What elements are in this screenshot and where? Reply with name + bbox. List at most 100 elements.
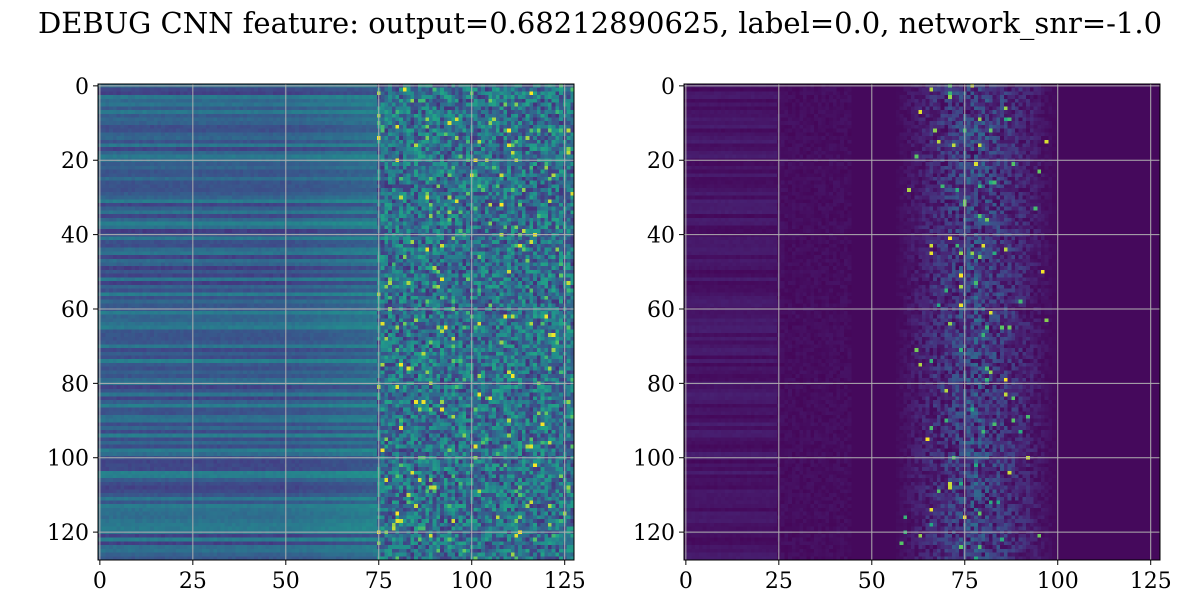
heatmap-cell	[399, 88, 403, 92]
heatmap-cell	[243, 181, 247, 185]
heatmap-cell	[418, 218, 422, 222]
heatmap-cell	[507, 147, 511, 151]
heatmap-cell	[537, 218, 541, 222]
heatmap-cell	[165, 162, 169, 166]
heatmap-cell	[291, 114, 295, 118]
heatmap-cell	[381, 177, 385, 181]
heatmap-cell	[392, 170, 396, 174]
heatmap-cell	[247, 140, 251, 144]
heatmap-cell	[206, 125, 210, 129]
heatmap-cell	[455, 181, 459, 185]
heatmap-cell	[161, 91, 165, 95]
heatmap-cell	[369, 222, 373, 226]
heatmap-cell	[537, 203, 541, 207]
heatmap-cell	[314, 99, 318, 103]
heatmap-cell	[533, 88, 537, 92]
heatmap-cell	[343, 192, 347, 196]
heatmap-cell	[306, 151, 310, 155]
heatmap-cell	[388, 162, 392, 166]
heatmap-cell	[496, 166, 500, 170]
heatmap-cell	[403, 181, 407, 185]
heatmap-cell	[291, 218, 295, 222]
heatmap-cell	[131, 162, 135, 166]
heatmap-cell	[425, 140, 429, 144]
heatmap-cell	[143, 155, 147, 159]
heatmap-cell	[362, 177, 366, 181]
heatmap-cell	[343, 225, 347, 229]
heatmap-cell	[288, 188, 292, 192]
heatmap-cell	[548, 91, 552, 95]
heatmap-cell	[198, 136, 202, 140]
heatmap-cell	[410, 203, 414, 207]
heatmap-cell	[570, 117, 574, 121]
heatmap-cell	[418, 162, 422, 166]
heatmap-cell	[418, 214, 422, 218]
heatmap-cell	[548, 225, 552, 229]
heatmap-cell	[466, 155, 470, 159]
heatmap-cell	[280, 147, 284, 151]
heatmap-cell	[250, 210, 254, 214]
heatmap-cell	[384, 91, 388, 95]
heatmap-cell	[518, 121, 522, 125]
heatmap-cell	[440, 121, 444, 125]
heatmap-cell	[485, 207, 489, 211]
heatmap-cell	[559, 129, 563, 133]
heatmap-cell	[492, 151, 496, 155]
heatmap-cell	[518, 166, 522, 170]
heatmap-cell	[351, 199, 355, 203]
heatmap-cell	[440, 151, 444, 155]
heatmap-cell	[381, 114, 385, 118]
heatmap-cell	[239, 170, 243, 174]
heatmap-cell	[243, 207, 247, 211]
heatmap-cell	[392, 222, 396, 226]
heatmap-cell	[254, 210, 258, 214]
heatmap-cell	[332, 173, 336, 177]
heatmap-cell	[325, 214, 329, 218]
heatmap-cell	[321, 110, 325, 114]
heatmap-cell	[332, 99, 336, 103]
heatmap-cell	[332, 114, 336, 118]
heatmap-cell	[474, 151, 478, 155]
heatmap-cell	[314, 117, 318, 121]
heatmap-cell	[570, 125, 574, 129]
heatmap-cell	[310, 129, 314, 133]
heatmap-cell	[396, 218, 400, 222]
heatmap-cell	[414, 114, 418, 118]
heatmap-cell	[462, 162, 466, 166]
heatmap-cell	[518, 162, 522, 166]
heatmap-cell	[555, 110, 559, 114]
heatmap-cell	[407, 110, 411, 114]
heatmap-cell	[448, 222, 452, 226]
heatmap-cell	[250, 110, 254, 114]
heatmap-cell	[117, 136, 121, 140]
heatmap-cell	[120, 147, 124, 151]
heatmap-cell	[265, 106, 269, 110]
heatmap-cell	[410, 125, 414, 129]
heatmap-cell	[436, 129, 440, 133]
heatmap-cell	[559, 121, 563, 125]
heatmap-cell	[369, 188, 373, 192]
heatmap-cell	[548, 129, 552, 133]
heatmap-cell	[414, 144, 418, 148]
heatmap-cell	[522, 147, 526, 151]
heatmap-cell	[150, 203, 154, 207]
heatmap-cell	[448, 147, 452, 151]
heatmap-cell	[559, 95, 563, 99]
heatmap-cell	[280, 95, 284, 99]
heatmap-cell	[269, 88, 273, 92]
heatmap-cell	[280, 225, 284, 229]
heatmap-cell	[158, 155, 162, 159]
heatmap-cell	[277, 106, 281, 110]
heatmap-cell	[496, 214, 500, 218]
heatmap-cell	[537, 222, 541, 226]
heatmap-cell	[120, 162, 124, 166]
heatmap-cell	[351, 91, 355, 95]
heatmap-cell	[113, 140, 117, 144]
heatmap-cell	[329, 144, 333, 148]
heatmap-cell	[455, 177, 459, 181]
heatmap-cell	[102, 110, 106, 114]
heatmap-cell	[161, 181, 165, 185]
heatmap-cell	[180, 203, 184, 207]
heatmap-cell	[113, 184, 117, 188]
heatmap-cell	[202, 214, 206, 218]
